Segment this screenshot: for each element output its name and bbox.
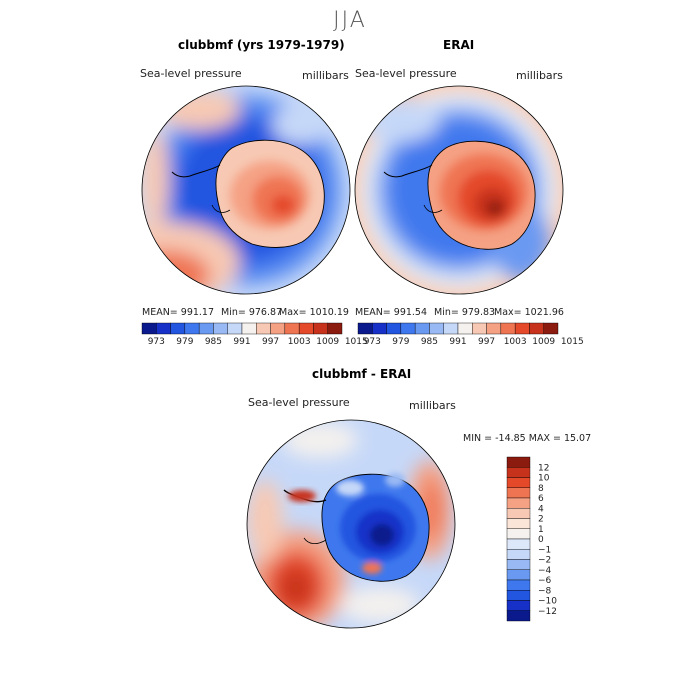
- colorbar-tick-label: 1009: [532, 337, 555, 347]
- colorbar-swatch: [256, 322, 271, 335]
- colorbar-tick-label: 997: [262, 337, 279, 347]
- colorbar-tick-label: 985: [421, 337, 438, 347]
- colorbar-tick-label: −1: [538, 545, 551, 555]
- colorbar-swatch: [506, 528, 531, 540]
- colorbar-tick-label: 4: [538, 504, 544, 514]
- colorbar-swatch: [506, 497, 531, 509]
- diff-minmax-stat: MIN = -14.85 MAX = 15.07: [463, 433, 592, 444]
- colorbar-swatch: [313, 322, 328, 335]
- obs-variable-label: Sea-level pressure: [355, 67, 457, 80]
- colorbar-tick-label: 1015: [561, 337, 584, 347]
- colorbar-swatch: [529, 322, 544, 335]
- colorbar-swatch: [156, 322, 171, 335]
- colorbar-tick-label: 997: [478, 337, 495, 347]
- colorbar-swatch: [198, 322, 214, 335]
- colorbar-tick-label: 1003: [288, 337, 311, 347]
- colorbar-tick-label: 8: [538, 484, 544, 494]
- colorbar-swatch: [241, 322, 257, 335]
- colorbar-swatch: [213, 322, 228, 335]
- colorbar-tick-label: 1015: [345, 337, 368, 347]
- colorbar-tick-label: −2: [538, 556, 551, 566]
- colorbar-swatch: [543, 322, 559, 335]
- figure-title: JJA: [333, 8, 367, 33]
- diff-map: [246, 419, 456, 629]
- colorbar-swatch: [443, 322, 459, 335]
- colorbar-swatch: [506, 559, 531, 570]
- colorbar-swatch: [327, 322, 343, 335]
- colorbar-swatch: [506, 538, 531, 550]
- model-max-stat: Max= 1010.19: [279, 307, 349, 318]
- colorbar-swatch: [506, 590, 531, 601]
- colorbar-swatch: [506, 456, 531, 468]
- colorbar-tick-label: 991: [233, 337, 250, 347]
- colorbar-tick-label: −8: [538, 586, 552, 596]
- obs-max-stat: Max= 1021.96: [494, 307, 564, 318]
- diff-panel-title: clubbmf - ERAI: [312, 367, 412, 381]
- colorbar-tick-label: 985: [205, 337, 222, 347]
- colorbar-swatch: [506, 518, 531, 529]
- obs-map: [354, 85, 564, 295]
- colorbar-swatch: [506, 610, 531, 622]
- colorbar-swatch: [506, 508, 531, 519]
- obs-min-stat: Min= 979.83: [434, 307, 496, 318]
- obs-mean-stat: MEAN= 991.54: [355, 307, 428, 318]
- colorbar-swatch: [284, 322, 300, 335]
- colorbar-swatch: [270, 322, 286, 335]
- colorbar-swatch: [506, 549, 531, 560]
- colorbar-swatch: [414, 322, 430, 335]
- colorbar-tick-label: 12: [538, 463, 549, 473]
- obs-colorbar: 973 979 985 991 997 1003 1009 1015: [357, 322, 584, 347]
- colorbar-swatch: [170, 322, 186, 335]
- model-colorbar: 973 979 985 991 997 1003 1009 1015: [141, 322, 368, 347]
- colorbar-swatch: [506, 467, 531, 478]
- obs-units-label: millibars: [516, 69, 563, 82]
- colorbar-tick-label: 979: [392, 337, 409, 347]
- colorbar-swatch: [506, 477, 531, 488]
- obs-panel-title: ERAI: [443, 38, 475, 52]
- colorbar-swatch: [506, 579, 531, 591]
- model-mean-stat: MEAN= 991.17: [142, 307, 215, 318]
- model-units-label: millibars: [302, 69, 349, 82]
- colorbar-swatch: [372, 322, 387, 335]
- colorbar-tick-label: −12: [538, 607, 557, 617]
- colorbar-swatch: [298, 322, 314, 335]
- model-map: [141, 85, 351, 295]
- colorbar-tick-label: 1003: [504, 337, 527, 347]
- colorbar-tick-label: 2: [538, 515, 544, 525]
- colorbar-swatch: [357, 322, 373, 335]
- diff-units-label: millibars: [409, 399, 456, 412]
- colorbar-tick-label: 10: [538, 474, 550, 484]
- colorbar-swatch: [472, 322, 487, 335]
- colorbar-tick-label: 973: [148, 337, 165, 347]
- colorbar-tick-label: 0: [538, 535, 544, 545]
- colorbar-swatch: [506, 600, 531, 611]
- colorbar-tick-label: 1009: [316, 337, 339, 347]
- colorbar-swatch: [500, 322, 516, 335]
- colorbar-swatch: [506, 569, 531, 581]
- colorbar-swatch: [141, 322, 157, 335]
- diff-variable-label: Sea-level pressure: [248, 396, 350, 409]
- colorbar-swatch: [227, 322, 243, 335]
- colorbar-tick-label: 973: [364, 337, 381, 347]
- colorbar-tick-label: −10: [538, 597, 557, 607]
- colorbar-swatch: [184, 322, 200, 335]
- colorbar-swatch: [400, 322, 416, 335]
- model-variable-label: Sea-level pressure: [140, 67, 242, 80]
- colorbar-tick-label: 6: [538, 494, 544, 504]
- colorbar-tick-label: −6: [538, 576, 552, 586]
- colorbar-tick-label: 991: [449, 337, 466, 347]
- colorbar-swatch: [386, 322, 402, 335]
- colorbar-swatch: [486, 322, 502, 335]
- colorbar-tick-label: 979: [176, 337, 193, 347]
- colorbar-tick-label: −4: [538, 566, 552, 576]
- colorbar-swatch: [506, 487, 531, 499]
- colorbar-swatch: [429, 322, 444, 335]
- colorbar-swatch: [514, 322, 530, 335]
- colorbar-swatch: [457, 322, 473, 335]
- model-panel-title: clubbmf (yrs 1979-1979): [178, 38, 345, 52]
- model-min-stat: Min= 976.87: [221, 307, 283, 318]
- colorbar-tick-label: 1: [538, 525, 544, 535]
